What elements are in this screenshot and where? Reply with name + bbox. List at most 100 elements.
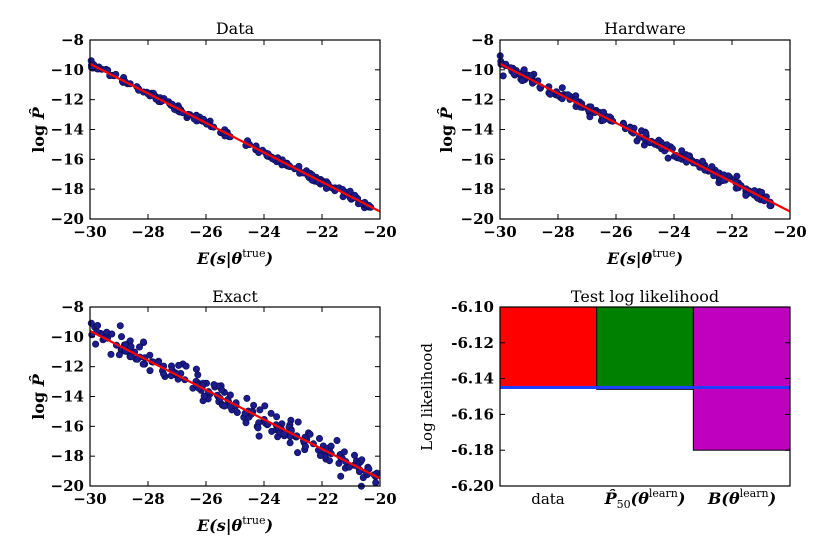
panel-hardware-title: Hardware	[604, 19, 686, 38]
hardware-xtick-label: −22	[715, 223, 748, 241]
exact-point	[286, 439, 294, 447]
hardware-point	[586, 113, 594, 121]
panel-test-ll-y-ticks: -6.10 -6.12 -6.14 -6.16 -6.18 -6.20	[451, 298, 790, 495]
exact-point	[182, 362, 190, 370]
panel-hardware: Hardware −30 −28 −26 −24 −22 −20 −8−10−12−14−…	[437, 19, 807, 268]
hardware-point	[733, 172, 741, 180]
exact-point	[261, 402, 269, 410]
data-ytick-label: −18	[51, 180, 84, 198]
exact-point	[267, 409, 275, 417]
hardware-fit-line	[499, 62, 791, 213]
exact-point	[146, 367, 154, 375]
exact-point	[146, 351, 154, 359]
exact-point	[136, 343, 144, 351]
exact-ytick-label: −20	[51, 477, 84, 495]
bar-b	[692, 306, 791, 451]
panel-exact-y-ticks: −8 −10 −12 −14 −16 −18 −20	[51, 298, 380, 495]
exact-xtick-label: −22	[305, 490, 338, 508]
exact-point	[255, 432, 263, 440]
hardware-xtick-label: −24	[657, 223, 690, 241]
panel-test-ll-frame	[499, 306, 791, 487]
exact-ytick-label: −14	[51, 388, 84, 406]
data-xtick-label: −22	[305, 223, 338, 241]
panel-exact-plot-area	[87, 319, 381, 490]
hardware-ytick-label: −14	[461, 121, 494, 139]
hardware-ytick-label: −16	[461, 150, 494, 168]
panel-hardware-ylabel: log P̂	[437, 106, 456, 153]
exact-point	[315, 434, 323, 442]
exact-ytick-label: −10	[51, 328, 84, 346]
panel-test-ll-plot-area	[499, 306, 791, 451]
exact-fit-line	[89, 329, 381, 480]
data-xtick-label: −28	[131, 223, 164, 241]
panel-data-plot-area	[87, 57, 381, 213]
hardware-point	[546, 90, 554, 98]
exact-point	[226, 391, 234, 399]
hardware-point	[708, 163, 716, 171]
data-ytick-label: −12	[51, 91, 84, 109]
panel-exact-title: Exact	[212, 287, 258, 306]
panel-exact-x-ticks: −30 −28 −26 −24 −22 −20	[73, 307, 397, 508]
exact-xtick-label: −26	[189, 490, 222, 508]
exact-point	[340, 448, 348, 456]
exact-point	[256, 406, 264, 414]
data-xtick-label: −26	[189, 223, 222, 241]
data-point	[346, 187, 354, 195]
hardware-point	[499, 72, 507, 80]
exact-ytick-label: −8	[61, 298, 84, 316]
hardware-ytick-label: −10	[461, 61, 494, 79]
panel-data-xlabel: E(s|θtrue)	[196, 247, 273, 268]
exact-point	[127, 353, 135, 361]
panel-exact-ylabel: log P̂	[29, 373, 48, 420]
exact-point	[210, 381, 218, 389]
data-ytick-label: −8	[61, 31, 84, 49]
hardware-xtick-label: −30	[483, 223, 516, 241]
panel-data-ylabel: log P̂	[29, 106, 48, 153]
panel-hardware-plot-area	[496, 52, 791, 213]
hardware-point	[664, 154, 672, 162]
exact-ytick-label: −18	[51, 447, 84, 465]
exact-point	[233, 408, 241, 416]
data-ytick-label: −14	[51, 121, 84, 139]
panel-data-y-ticks: −8 −10 −12 −14 −16 −18 −20	[51, 31, 380, 228]
exact-point	[175, 361, 183, 369]
exact-point	[127, 343, 135, 351]
data-xtick-label: −30	[73, 223, 106, 241]
exact-xtick-label: −30	[73, 490, 106, 508]
panel-hardware-x-ticks: −30 −28 −26 −24 −22 −20	[483, 40, 807, 241]
exact-xtick-label: −24	[247, 490, 280, 508]
exact-point	[243, 394, 251, 402]
test-ll-ytick-label: -6.16	[451, 405, 494, 423]
hardware-point	[520, 66, 528, 74]
panel-data-x-ticks: −30 −28 −26 −24 −22 −20	[73, 40, 397, 241]
test-ll-ytick-label: -6.14	[451, 370, 494, 388]
exact-point	[325, 457, 333, 465]
exact-point	[107, 350, 115, 358]
exact-point	[92, 340, 100, 348]
exact-point	[294, 418, 302, 426]
exact-ytick-label: −12	[51, 358, 84, 376]
bar-p50	[596, 306, 694, 390]
exact-point	[200, 392, 208, 400]
bar-data	[499, 306, 598, 389]
bar-label-data: data	[531, 490, 565, 508]
exact-point	[273, 413, 281, 421]
hardware-point	[758, 188, 766, 196]
data-ytick-label: −16	[51, 150, 84, 168]
hardware-xtick-label: −26	[599, 223, 632, 241]
exact-point	[139, 360, 147, 368]
exact-point	[250, 401, 258, 409]
exact-point	[160, 370, 168, 378]
hardware-ytick-label: −12	[461, 91, 494, 109]
bar-label-b: B(θlearn)	[707, 487, 776, 508]
exact-point	[118, 333, 126, 341]
exact-point	[194, 371, 202, 379]
exact-xtick-label: −28	[131, 490, 164, 508]
panel-test-ll-ylabel: Log likelihood	[418, 343, 436, 451]
panel-data-title: Data	[216, 19, 255, 38]
exact-point	[192, 365, 200, 373]
hardware-ytick-label: −18	[461, 180, 494, 198]
exact-point	[115, 351, 123, 359]
exact-point	[372, 479, 380, 487]
data-fit-line	[89, 62, 381, 213]
